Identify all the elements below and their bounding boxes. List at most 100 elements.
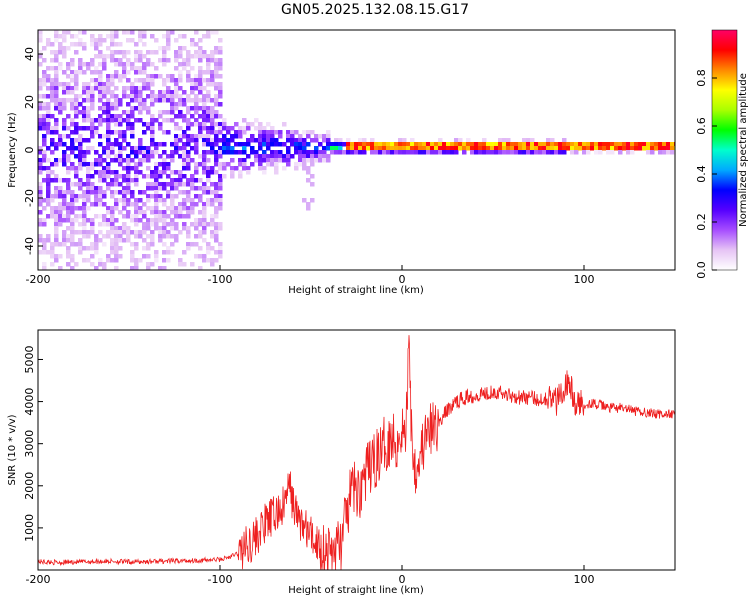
spectrogram-cell: [642, 142, 647, 147]
spectrogram-cell: [222, 174, 227, 179]
spectrogram-cell: [214, 186, 219, 191]
spectrogram-cell: [174, 206, 179, 211]
spectrogram-cell: [558, 150, 563, 155]
spectrogram-cell: [42, 262, 47, 267]
spectrogram-cell: [126, 38, 131, 43]
spectrogram-cell: [114, 106, 119, 111]
spectrogram-cell: [62, 178, 67, 183]
spectrogram-cell: [154, 210, 159, 215]
spectrogram-cell: [70, 198, 75, 203]
snr-x-axis-label: Height of straight line (km): [288, 585, 424, 596]
spectrogram-cell: [182, 250, 187, 255]
spectrogram-cell: [90, 102, 95, 107]
spectrogram-cell: [94, 250, 99, 255]
spectrogram-cell: [238, 170, 243, 175]
spectrogram-cell: [78, 186, 83, 191]
spectrogram-cell: [202, 202, 207, 207]
spectrogram-cell: [610, 150, 615, 155]
spectrogram-cell: [194, 86, 199, 91]
spectrogram-cell: [118, 234, 123, 239]
spectrogram-cell: [310, 138, 315, 143]
spectrogram-cell: [110, 146, 115, 151]
spectrogram-cell: [166, 38, 171, 43]
spectrogram-cell: [78, 38, 83, 43]
spectrogram-cell: [178, 134, 183, 139]
spectrogram-cell: [222, 134, 227, 139]
spectrogram-cell: [210, 98, 215, 103]
spectrogram-cell: [162, 142, 167, 147]
spectrogram-cell: [102, 102, 107, 107]
spectrogram-cell: [142, 174, 147, 179]
spectrogram-cell: [322, 138, 327, 143]
spectrogram-cell: [190, 90, 195, 95]
spectrogram-cell: [86, 258, 91, 263]
spectrogram-cell: [186, 206, 191, 211]
spectrogram-cell: [202, 210, 207, 215]
spectrogram-cell: [50, 98, 55, 103]
spectrogram-cell: [142, 202, 147, 207]
spectrogram-cell: [110, 118, 115, 123]
spectrogram-cell: [670, 146, 675, 151]
spectrogram-cell: [102, 134, 107, 139]
spectrogram-cell: [154, 250, 159, 255]
spectrogram-cell: [78, 142, 83, 147]
spectrogram-cell: [174, 114, 179, 119]
spectrogram-cell: [218, 58, 223, 63]
spectrogram-cell: [158, 266, 163, 270]
spectrogram-cell: [54, 186, 59, 191]
spectrogram-cell: [150, 170, 155, 175]
spectrogram-cell: [62, 122, 67, 127]
spectrogram-cell: [114, 202, 119, 207]
spectrogram-cell: [198, 222, 203, 227]
spectrogram-cell: [214, 154, 219, 159]
spectrogram-cell: [110, 178, 115, 183]
spectrogram-cell: [282, 122, 287, 127]
spectrogram-cell: [250, 134, 255, 139]
spectrogram-cell: [194, 110, 199, 115]
spectrogram-cell: [102, 218, 107, 223]
spectrogram-cell: [198, 46, 203, 51]
spectrogram-cell: [158, 170, 163, 175]
spectrogram-cell: [58, 138, 63, 143]
spectrogram-cell: [82, 70, 87, 75]
spectrogram-cell: [202, 218, 207, 223]
spectrogram-cell: [150, 186, 155, 191]
spectrogram-cell: [50, 254, 55, 259]
spectrogram-cell: [470, 142, 475, 147]
spectrogram-cell: [90, 126, 95, 131]
spectrogram-cell: [330, 142, 335, 147]
spectrogram-cell: [62, 198, 67, 203]
spectrogram-cell: [134, 90, 139, 95]
y-tick-label: 4000: [23, 388, 36, 416]
spectrogram-cell: [326, 142, 331, 147]
spectrogram-cell: [54, 242, 59, 247]
spectrogram-cell: [82, 222, 87, 227]
spectrogram-cell: [146, 146, 151, 151]
spectrogram-cell: [154, 150, 159, 155]
spectrogram-cell: [174, 82, 179, 87]
spectrogram-cell: [170, 198, 175, 203]
spectrogram-cell: [170, 74, 175, 79]
spectrogram-cell: [78, 42, 83, 47]
spectrogram-cell: [46, 106, 51, 111]
spectrogram-cell: [346, 146, 351, 151]
spectrogram-cell: [158, 214, 163, 219]
spectrogram-cell: [382, 150, 387, 155]
spectrogram-cell: [150, 126, 155, 131]
spectrogram-cell: [450, 150, 455, 155]
spectrogram-cell: [86, 66, 91, 71]
spectrogram-cell: [418, 146, 423, 151]
spectrogram-cell: [102, 214, 107, 219]
spectrogram-cell: [142, 106, 147, 111]
spectrogram-cell: [246, 170, 251, 175]
spectrogram-cell: [142, 150, 147, 155]
spectrogram-cell: [162, 234, 167, 239]
spectrogram-cell: [178, 46, 183, 51]
spectrogram-cell: [154, 258, 159, 263]
spectrogram-cell: [222, 138, 227, 143]
spectrogram-cell: [502, 138, 507, 143]
spectrogram-cell: [198, 230, 203, 235]
spectrogram-cell: [294, 162, 299, 167]
spectrogram-cell: [58, 194, 63, 199]
